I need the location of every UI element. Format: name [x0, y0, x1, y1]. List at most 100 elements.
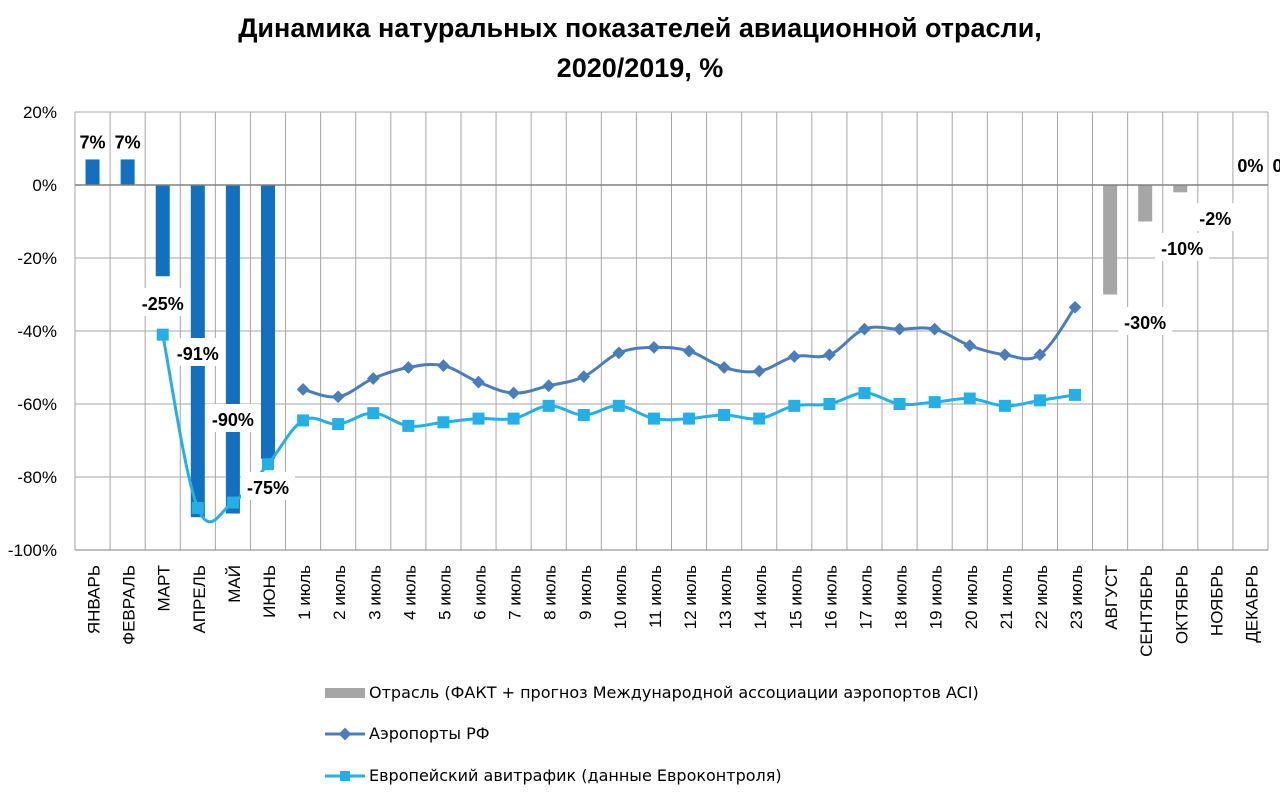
point-airports [507, 386, 520, 400]
point-airports [928, 322, 942, 336]
x-tick-label: ИЮНЬ [260, 565, 279, 618]
data-label-box [1193, 203, 1237, 231]
legend-item-airports[interactable]: Аэропорты РФ [325, 724, 490, 743]
x-tick-label: 10 июль [611, 565, 630, 629]
point-airports [401, 361, 415, 374]
point-eurocontrol [753, 412, 766, 425]
legend-item-eurocontrol[interactable]: Европейский авитрафик (данные Евроконтро… [325, 766, 782, 785]
data-label-box [170, 338, 225, 366]
point-eurocontrol [893, 398, 906, 410]
point-airports [577, 370, 591, 383]
data-label-text: 7% [115, 132, 141, 152]
x-tick-label: ФЕВРАЛЬ [120, 565, 139, 645]
point-eurocontrol [191, 502, 204, 515]
x-tick-label: 1 июль [295, 565, 314, 620]
point-eurocontrol [367, 407, 380, 420]
x-tick-label: 11 июль [646, 565, 665, 628]
point-airports [366, 372, 380, 385]
point-airports [472, 375, 485, 389]
point-eurocontrol [402, 419, 415, 432]
y-tick-label: -100% [8, 541, 57, 560]
point-eurocontrol [156, 328, 169, 341]
point-airports [647, 341, 661, 354]
point-eurocontrol [542, 399, 555, 412]
data-label-box [1269, 150, 1280, 178]
legend-swatch-airports [325, 727, 365, 741]
labels-layer: 7% 7% -25% -91% -90% -75% -30% -10% -2% 0% 0% [80, 132, 1280, 500]
data-label-34: 0% [1269, 150, 1280, 178]
data-label-2: 7% [115, 132, 141, 152]
data-label-32: -2% [1193, 203, 1237, 231]
data-label-31: -10% [1155, 233, 1210, 261]
point-airports [823, 348, 836, 362]
chart-title-line-2: 2020/2019, % [556, 53, 724, 83]
point-eurocontrol [647, 412, 660, 425]
bar-6 [260, 185, 275, 459]
data-label-4: -91% [170, 338, 225, 366]
axes-layer: 20% 0% -20% -40% -60% -80% -100% ЯНВАРЬ ФЕВРАЛЬ М… [8, 103, 1268, 657]
point-airports [542, 379, 556, 393]
x-tick-label: 17 июль [856, 565, 875, 629]
x-tick-label: 16 июль [821, 565, 840, 629]
data-label-3: -25% [135, 288, 190, 316]
point-eurocontrol [718, 408, 731, 421]
data-label-30: -30% [1118, 307, 1173, 335]
point-eurocontrol [1033, 394, 1046, 407]
point-eurocontrol [823, 398, 836, 410]
x-tick-label: 9 июль [576, 565, 595, 620]
data-label-6: -75% [240, 472, 295, 500]
y-tick-label: 20% [23, 103, 57, 122]
data-label-text: 7% [80, 132, 106, 152]
point-airports [612, 346, 626, 360]
bar-32 [1173, 185, 1188, 193]
y-tick-label: -20% [17, 249, 57, 268]
point-eurocontrol [261, 458, 274, 471]
point-eurocontrol [858, 387, 871, 400]
point-eurocontrol [928, 396, 941, 409]
point-eurocontrol [788, 399, 801, 412]
x-tick-label: 3 июль [365, 565, 384, 620]
x-tick-label: 14 июль [751, 565, 770, 629]
data-label-box [1118, 307, 1173, 335]
x-tick-label: НОЯБРЬ [1207, 565, 1226, 636]
point-eurocontrol [437, 416, 450, 429]
x-tick-label: 23 июль [1067, 565, 1086, 629]
data-label-box [1234, 150, 1267, 178]
x-tick-label: ДЕКАБРЬ [1242, 565, 1261, 643]
x-tick-label: 4 июль [400, 565, 419, 620]
legend-swatch-industry [325, 686, 365, 700]
point-eurocontrol [226, 496, 239, 509]
point-airports [752, 364, 766, 378]
data-label-text: -90% [212, 410, 254, 430]
lines-layer [156, 300, 1082, 524]
chart-title: Динамика натуральных показателей авиацио… [0, 8, 1280, 88]
y-tick-label: 0% [32, 176, 57, 195]
data-label-box [205, 404, 260, 432]
data-label-box [240, 472, 295, 500]
point-airports [787, 350, 801, 363]
data-label-33: 0% [1234, 150, 1267, 178]
x-tick-label: 5 июль [435, 565, 454, 620]
point-airports [963, 339, 977, 352]
y-tick-label: -40% [17, 322, 57, 341]
bar-5 [225, 185, 240, 514]
bar-2 [120, 159, 135, 185]
legend-swatch-eurocontrol [325, 769, 365, 783]
x-tick-label: МАЙ [225, 565, 244, 603]
data-label-text: -30% [1124, 313, 1166, 333]
data-label-text: -91% [177, 344, 219, 364]
bar-31 [1138, 185, 1153, 222]
data-label-text: -2% [1199, 209, 1231, 229]
x-tick-label: 21 июль [997, 565, 1016, 629]
data-label-5: -90% [205, 404, 260, 432]
data-label-box [135, 288, 190, 316]
legend-item-industry[interactable]: Отрасль (ФАКТ + прогноз Международной ас… [325, 683, 979, 702]
x-tick-label: 7 июль [506, 565, 525, 620]
data-label-text: -10% [1161, 239, 1203, 259]
point-eurocontrol [683, 412, 696, 425]
point-eurocontrol [472, 412, 485, 425]
legend-label-airports: Аэропорты РФ [369, 724, 490, 743]
point-airports [998, 348, 1012, 362]
y-tick-label: -60% [17, 395, 57, 414]
